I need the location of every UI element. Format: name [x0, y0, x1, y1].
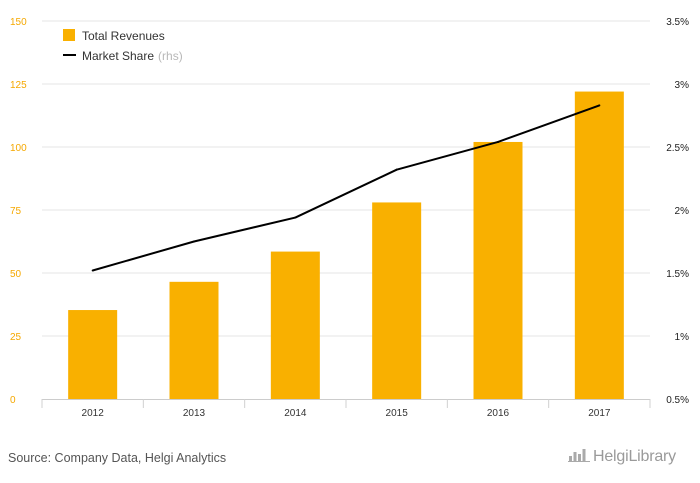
market-share-point	[395, 168, 398, 171]
market-share-point	[497, 140, 499, 143]
y-left-tick-label: 50	[10, 269, 22, 280]
legend-label-market-share-suffix: (rhs)	[158, 49, 183, 63]
legend-label-total-revenues: Total Revenues	[82, 29, 165, 43]
bars	[68, 91, 624, 399]
brand-text: HelgiLibrary	[593, 448, 676, 465]
left-axis: 0 25 50 75 100 125 150	[10, 17, 27, 406]
market-share-line-group	[91, 104, 601, 272]
brand-logo: HelgiLibrary	[568, 448, 676, 466]
bar-total-revenues	[169, 281, 219, 399]
y-right-tick-label: 3.5%	[666, 17, 689, 28]
source-note: Source: Company Data, Helgi Analytics	[8, 451, 227, 465]
x-tick-label: 2014	[284, 408, 307, 419]
bar-total-revenues	[372, 202, 422, 399]
y-left-tick-label: 75	[10, 206, 22, 217]
x-tick-label: 2016	[487, 408, 510, 419]
y-left-tick-label: 150	[10, 17, 27, 28]
market-share-point	[294, 216, 297, 219]
y-left-tick-label: 25	[10, 332, 22, 343]
chart-logo-icon	[568, 449, 590, 462]
bar-total-revenues	[270, 251, 320, 399]
y-left-tick-label: 100	[10, 143, 27, 154]
market-share-point	[193, 240, 195, 243]
x-tick-label: 2013	[183, 408, 206, 419]
market-share-line	[92, 104, 600, 272]
y-right-tick-label: 2%	[675, 206, 690, 217]
y-right-tick-label: 1.5%	[666, 269, 689, 280]
right-axis: 0.5% 1% 1.5% 2% 2.5% 3% 3.5%	[666, 17, 689, 406]
bar-total-revenues	[574, 91, 624, 399]
bar-total-revenues	[68, 310, 118, 399]
y-left-tick-label: 0	[10, 395, 16, 406]
y-right-tick-label: 3%	[675, 80, 690, 91]
legend: Total Revenues Market Share (rhs)	[63, 29, 183, 63]
grid-lines	[42, 20, 650, 337]
y-left-tick-label: 125	[10, 80, 27, 91]
x-tick-label: 2015	[386, 408, 409, 419]
x-tick-label: 2012	[82, 408, 105, 419]
legend-swatch-total-revenues	[63, 29, 75, 41]
y-right-tick-label: 0.5%	[666, 395, 689, 406]
legend-label-market-share: Market Share (rhs)	[82, 49, 183, 63]
x-tick-label: 2017	[588, 408, 611, 419]
legend-label-market-share-text: Market Share	[82, 49, 154, 63]
market-share-point	[91, 269, 94, 272]
y-right-tick-label: 2.5%	[666, 143, 689, 154]
x-axis: 2012 2013 2014 2015 2016 2017	[41, 399, 651, 419]
bar-total-revenues	[473, 141, 523, 399]
market-share-point	[598, 104, 601, 107]
y-right-tick-label: 1%	[675, 332, 690, 343]
